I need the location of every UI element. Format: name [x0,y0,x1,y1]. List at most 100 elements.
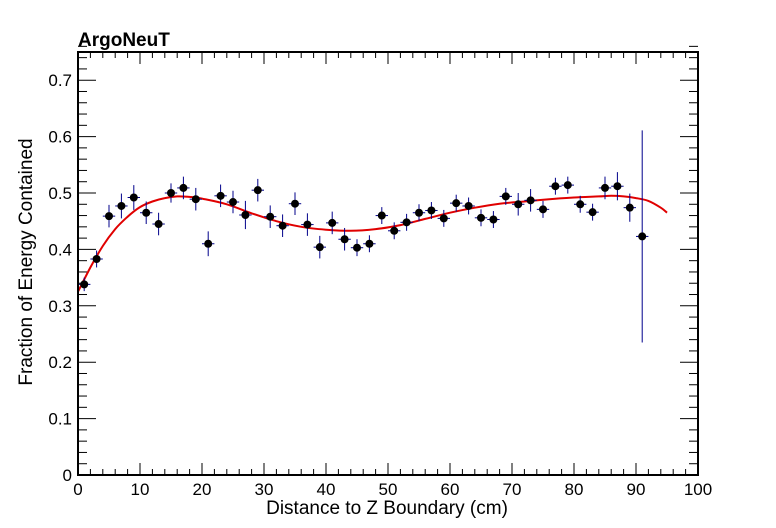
x-tick-label: 60 [441,480,460,499]
chart-title: ArgoNeuT [78,30,170,51]
data-point [264,205,277,228]
x-tick-label: 0 [73,480,82,499]
fit-line [77,194,668,293]
data-point [338,227,351,251]
marker [167,189,175,197]
marker [179,183,188,192]
data-point [214,184,227,208]
marker [340,235,349,244]
marker [328,218,337,227]
marker [452,199,461,208]
marker [563,181,572,190]
data-point [152,212,165,236]
data-point [611,172,624,201]
data-point [524,189,537,212]
marker [154,220,163,229]
data-point [251,178,264,202]
marker [266,212,275,221]
marker [229,198,237,207]
axis-ticks [77,45,699,476]
marker [638,232,647,241]
data-point [400,213,413,231]
marker [353,243,361,252]
y-tick-label: 0.4 [48,240,72,259]
data-point [425,202,438,219]
y-tick-label: 0.1 [48,410,72,429]
marker [365,239,374,248]
marker [576,200,585,209]
data-point [512,193,525,216]
marker [477,213,485,222]
marker [377,211,386,220]
marker [601,183,609,192]
marker [80,280,89,289]
marker [142,208,151,217]
data-layer [78,130,649,343]
marker [204,239,213,248]
data-point [487,211,500,228]
marker [539,205,547,214]
data-point [239,200,252,230]
marker [315,243,324,252]
marker [191,195,200,204]
y-axis-label: Fraction of Energy Contained [16,138,37,385]
x-tick-label: 40 [317,480,336,499]
marker [427,206,436,215]
data-point [226,190,240,214]
marker [415,208,423,217]
x-axis-label: Distance to Z Boundary (cm) [266,498,508,519]
marker [439,214,448,223]
data-point [375,207,388,225]
x-tick-label: 100 [684,480,712,499]
marker [514,200,523,209]
x-tick-label: 90 [627,480,646,499]
y-tick-label: 0.6 [48,128,72,147]
data-point [189,187,202,211]
data-point [276,214,289,237]
marker [613,182,622,191]
marker [117,201,126,210]
data-point [326,211,339,235]
data-point [412,204,426,222]
y-tick-label: 0.3 [48,297,72,316]
data-point [636,130,649,343]
marker [464,201,473,210]
data-point [474,209,488,227]
marker [241,210,250,219]
plot-frame [77,51,699,476]
x-tick-label: 50 [379,480,398,499]
data-point [388,222,401,240]
data-point [437,209,450,227]
marker [92,254,101,263]
data-point [363,235,376,253]
data-point [586,203,599,221]
data-point [78,277,91,292]
data-point [301,213,314,236]
marker [551,182,560,191]
marker [402,218,411,227]
marker [129,193,138,202]
data-point [598,176,612,200]
marker [278,221,287,230]
x-tick-label: 30 [255,480,274,499]
data-point [623,193,636,222]
data-point [90,250,103,268]
y-tick-label: 0.5 [48,184,72,203]
x-tick-label: 80 [565,480,584,499]
data-point [202,231,215,257]
data-point [127,185,140,210]
data-point [288,192,302,215]
data-point [313,235,326,259]
data-point [499,187,512,205]
marker [489,215,498,224]
fit-layer [77,194,668,293]
y-tick-label: 0.2 [48,353,72,372]
data-point [536,200,550,218]
data-point [177,176,190,200]
marker [216,191,225,200]
x-tick-label: 20 [193,480,212,499]
y-tick-label: 0 [63,466,72,485]
data-point [549,177,562,195]
data-point [561,176,574,194]
